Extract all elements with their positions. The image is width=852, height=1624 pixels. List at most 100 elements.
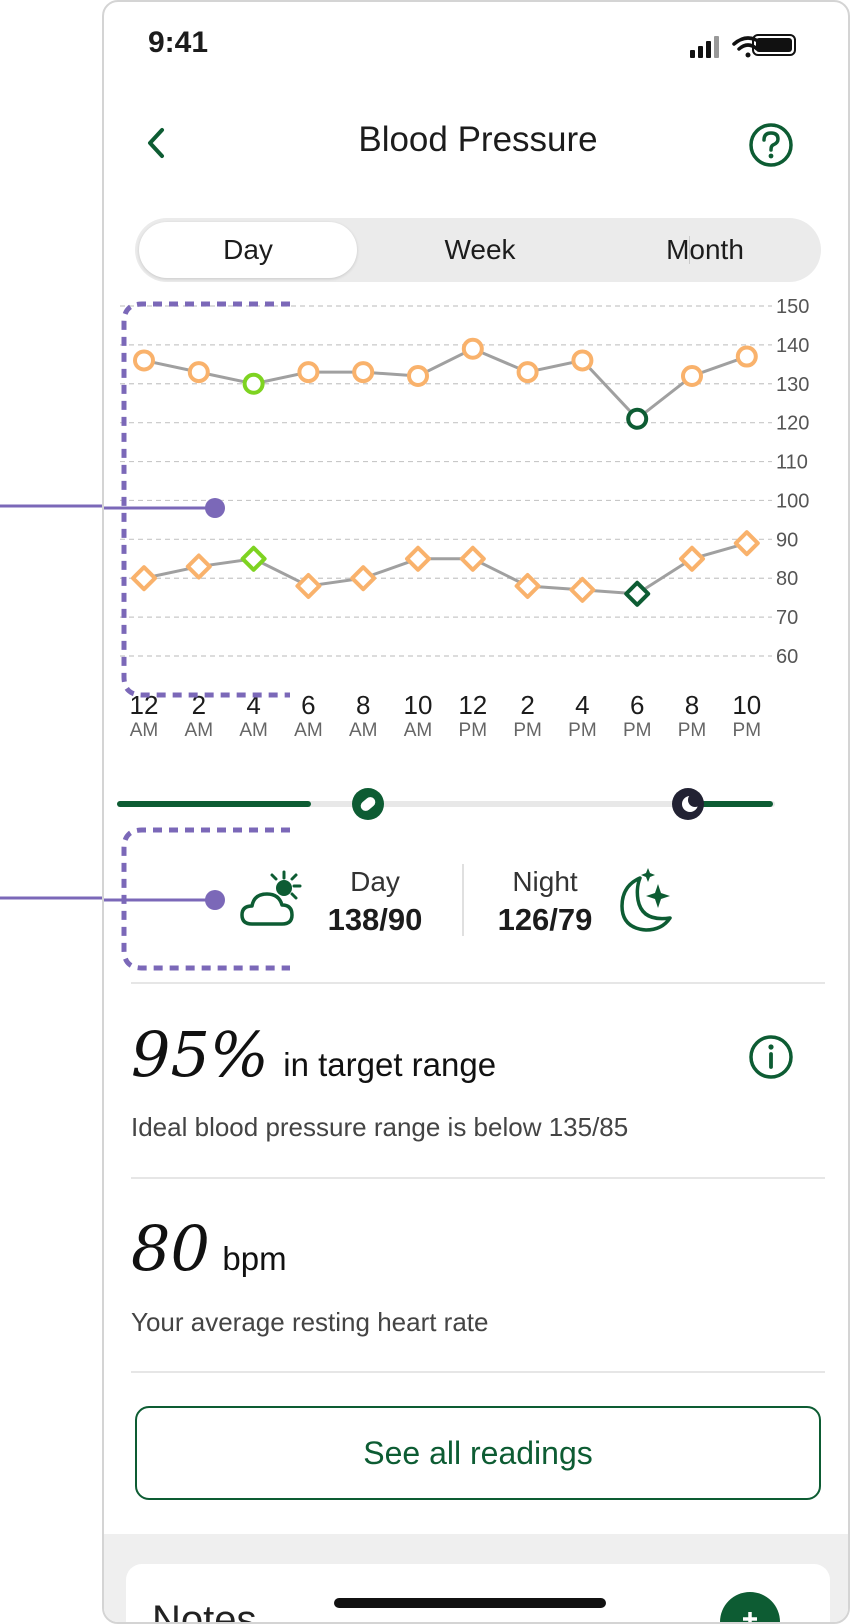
x-tick-period: PM xyxy=(459,720,488,741)
divider xyxy=(131,982,825,984)
y-tick-label: 80 xyxy=(776,568,798,590)
x-tick-label: 8 xyxy=(356,690,370,720)
pill-icon[interactable] xyxy=(352,788,384,820)
y-tick-label: 110 xyxy=(776,452,808,474)
plus-icon xyxy=(720,1592,780,1622)
diastolic-point xyxy=(405,545,431,572)
page-title: Blood Pressure xyxy=(358,120,598,159)
battery-icon xyxy=(752,34,796,56)
x-tick-label: 10 xyxy=(732,690,761,720)
notes-title: Notes xyxy=(152,1598,257,1624)
back-button[interactable] xyxy=(142,126,170,160)
add-note-button[interactable] xyxy=(718,1590,782,1624)
notes-card xyxy=(126,1564,830,1622)
x-tick-period: AM xyxy=(294,720,323,741)
diastolic-point xyxy=(295,573,322,599)
y-tick-label: 120 xyxy=(776,413,809,435)
diastolic-point xyxy=(185,553,212,580)
diastolic-point xyxy=(733,530,760,557)
x-tick-label: 10 xyxy=(404,690,433,720)
systolic-point xyxy=(735,345,758,368)
annotation-bracket-chart xyxy=(104,301,290,698)
x-tick-period: AM xyxy=(349,720,378,741)
systolic-point xyxy=(571,349,594,372)
diastolic-point xyxy=(514,573,541,599)
diastolic-point xyxy=(240,545,267,572)
day-value: 138/90 xyxy=(327,902,423,937)
x-tick-label: 4 xyxy=(575,690,589,720)
moon-stars-icon xyxy=(620,868,672,932)
status-time: 9:41 xyxy=(148,26,209,59)
period-tabs: Day Week Month xyxy=(135,218,821,282)
day-label: Day xyxy=(350,866,400,897)
day-night-divider xyxy=(462,864,464,936)
heart-rate-unit: bpm xyxy=(222,1240,287,1277)
systolic-point xyxy=(242,372,265,395)
systolic-point xyxy=(352,361,375,384)
y-tick-label: 100 xyxy=(776,490,809,512)
systolic-point xyxy=(297,361,320,384)
x-tick-label: 8 xyxy=(685,690,699,720)
night-value: 126/79 xyxy=(497,902,593,937)
y-tick-label: 60 xyxy=(776,646,798,668)
diastolic-point xyxy=(131,565,157,592)
x-tick-label: 6 xyxy=(630,690,644,720)
x-tick-period: AM xyxy=(404,720,433,741)
y-tick-label: 70 xyxy=(776,607,798,629)
diastolic-point xyxy=(679,545,705,572)
x-tick-period: PM xyxy=(733,720,762,741)
chevron-left-icon xyxy=(148,128,164,158)
divider xyxy=(131,1177,825,1179)
y-tick-label: 140 xyxy=(776,335,809,357)
systolic-point xyxy=(187,361,210,384)
heart-rate-value: 80 xyxy=(131,1212,210,1285)
x-tick-period: PM xyxy=(678,720,707,741)
annotation-lines xyxy=(0,504,110,900)
systolic-point xyxy=(461,337,484,360)
tab-month[interactable]: Month xyxy=(666,234,744,265)
heart-rate-summary: 80 bpm xyxy=(131,1212,287,1285)
x-tick-label: 6 xyxy=(301,690,315,720)
systolic-point xyxy=(626,407,649,430)
cloud-sun-icon xyxy=(240,870,302,926)
status-icons xyxy=(690,36,764,58)
systolic-point xyxy=(516,361,539,384)
help-button[interactable] xyxy=(748,122,794,168)
diastolic-point xyxy=(624,580,651,607)
heart-rate-subtitle: Your average resting heart rate xyxy=(131,1307,489,1337)
info-button[interactable] xyxy=(748,1034,794,1080)
day-night-timeline xyxy=(117,788,775,820)
systolic-point xyxy=(133,349,155,372)
diastolic-point xyxy=(569,576,596,603)
y-tick-label: 90 xyxy=(776,529,798,551)
signal-icon xyxy=(690,36,719,58)
x-tick-period: PM xyxy=(623,720,652,741)
x-tick-period: AM xyxy=(130,720,159,741)
x-tick-period: PM xyxy=(568,720,597,741)
tab-day[interactable]: Day xyxy=(139,222,357,278)
target-subtitle: Ideal blood pressure range is below 135/… xyxy=(131,1112,629,1142)
target-summary: 95% in target range xyxy=(131,1018,496,1091)
help-circle-icon xyxy=(749,123,793,167)
tab-week[interactable]: Week xyxy=(444,234,516,265)
y-tick-label: 150 xyxy=(776,296,809,318)
see-all-readings-button[interactable]: See all readings xyxy=(135,1406,821,1500)
moon-icon[interactable] xyxy=(672,788,704,820)
divider xyxy=(131,1371,825,1373)
target-percent: 95% xyxy=(131,1018,269,1091)
annotation-bracket xyxy=(121,301,290,698)
night-label: Night xyxy=(512,866,578,897)
phone-screen: 9:41 Blood Pressure Day Week Month xyxy=(102,0,850,1624)
diastolic-point xyxy=(459,545,486,572)
x-tick-period: AM xyxy=(239,720,268,741)
x-tick-label: 2 xyxy=(520,690,534,720)
blood-pressure-chart: 1501401301201101009080706012AM2AM4AM6AM8… xyxy=(120,296,809,741)
tab-divider xyxy=(689,236,690,264)
annotation-bracket-daynight xyxy=(104,827,290,971)
info-icon xyxy=(749,1035,793,1079)
y-tick-label: 130 xyxy=(776,374,809,396)
systolic-point xyxy=(407,365,429,387)
systolic-point xyxy=(681,365,703,387)
home-indicator xyxy=(334,1598,606,1608)
target-label: in target range xyxy=(283,1046,497,1083)
